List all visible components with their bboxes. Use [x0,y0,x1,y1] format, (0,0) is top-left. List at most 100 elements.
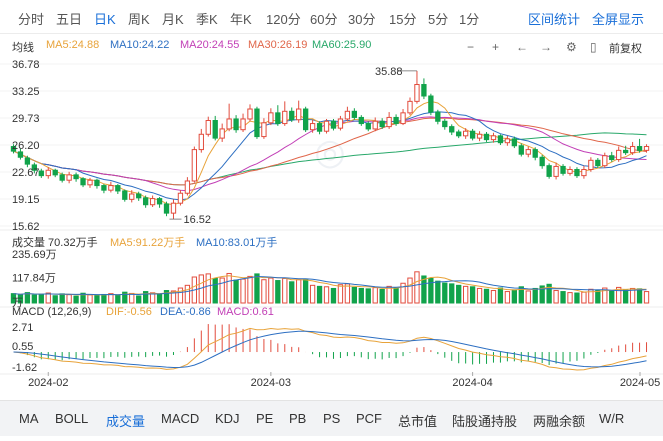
x-axis-label: 2024-05 [620,377,660,389]
volume-bar [407,277,413,304]
volume-bar [24,292,31,304]
candle-body [323,120,330,132]
candle-body [456,131,462,137]
high-price-label: 35.88 [375,66,403,78]
indicator-bar: MA BOLL 成交量 MACD KDJ PE PB PS PCF 总市值 陆股… [0,400,663,436]
period-tab-day[interactable]: 日K [94,12,116,27]
candle-body [115,185,121,192]
left-arrow-icon[interactable]: ← [516,40,528,54]
indicator-ps[interactable]: PS [323,411,341,426]
indicator-kdj[interactable]: KDJ [215,411,240,426]
volume-ma10-line [13,275,647,296]
period-tab-year[interactable]: 年K [230,12,252,27]
candle-body [372,120,378,130]
candle-body [52,169,58,176]
indicator-pcf[interactable]: PCF [356,411,382,426]
candle-body [309,123,316,131]
volume-bar [156,293,163,304]
macd-dif: DIF:-0.56 [106,306,152,318]
x-axis-label: 2024-03 [251,377,291,389]
volume-bar [414,271,420,304]
fuquan-selector[interactable]: 前复权 [609,43,642,55]
period-tab-week[interactable]: 周K [128,12,150,27]
volume-bar [629,287,636,304]
period-tab-month[interactable]: 月K [162,12,184,27]
bookmark-icon[interactable]: ▯ [590,40,597,54]
period-tab-5min[interactable]: 5分 [428,12,449,27]
ma-legend-title: 均线 [12,42,34,54]
volume-bar [45,292,51,304]
macd-legend: MACD (12,26,9) DIF:-0.56 DEA:-0.86 MACD:… [0,306,663,320]
candle-body [226,118,232,130]
candle-body [73,174,79,180]
candle-body [122,190,128,200]
volume-bar [636,288,643,304]
indicator-pe[interactable]: PE [256,411,274,426]
volume-bar [518,286,524,304]
interval-stats-link[interactable]: 区间统计 [528,12,581,27]
kline-chart: ◎ 36.78 33.25 29.73 26.20 22.67 19.15 15.62 235.… [0,59,663,389]
period-tab-wuri[interactable]: 五日 [56,12,83,27]
indicator-hk-connect[interactable]: 陆股通持股 [452,414,518,429]
ma30-value: MA30:26.19 [248,39,308,51]
volume-tick-label: 235.69万 [12,249,57,261]
indicator-boll[interactable]: BOLL [55,411,89,426]
indicator-macd[interactable]: MACD [161,411,200,426]
ma-legend: 均线 MA5:24.88 MA10:24.22 MA20:24.55 MA30:… [0,38,663,54]
candle-body [435,111,441,122]
minus-icon[interactable]: − [467,40,475,54]
candle-body [629,146,636,154]
macd-tick-label: -1.62 [12,362,37,374]
indicator-margin[interactable]: 两融余额 [533,414,586,429]
indicator-pb[interactable]: PB [289,411,307,426]
candle-body [588,159,594,170]
fullscreen-link[interactable]: 全屏显示 [592,12,645,27]
candle-body [101,185,107,191]
volume-bar [435,280,441,304]
volume-bar [351,286,358,304]
ma60-value: MA60:25.90 [312,39,372,51]
right-arrow-icon[interactable]: → [540,40,552,54]
period-tab-60min[interactable]: 60分 [310,12,338,27]
volume-bar [73,295,79,304]
plus-icon[interactable]: + [492,40,500,54]
candle-body [10,146,17,152]
ma10-value: MA10:24.22 [110,39,170,51]
volume-bar [553,290,559,304]
period-tab-1min[interactable]: 1分 [459,12,480,27]
period-tab-quarter[interactable]: 季K [196,12,218,27]
volume-bar [511,289,518,304]
watermark: ◎ [314,132,345,173]
volume-bar [532,287,538,304]
candle-body [595,159,601,167]
candle-body [59,174,65,181]
period-tab-fenshi[interactable]: 分时 [18,12,45,27]
candle-body [602,155,608,167]
price-tick-label: 19.15 [12,194,40,206]
volume-bar [31,294,38,304]
candle-body [170,202,177,214]
volume-bar [101,293,107,304]
period-tab-30min[interactable]: 30分 [348,12,376,27]
candle-body [609,155,615,161]
indicator-volume[interactable]: 成交量 [106,414,146,429]
indicator-market-cap[interactable]: 总市值 [398,414,438,429]
indicator-ma[interactable]: MA [19,411,39,426]
settings-icon[interactable]: ⚙ [566,40,577,54]
volume-bar [386,285,392,304]
candle-body [636,146,643,151]
candle-body [567,168,573,174]
volume-bar [358,287,364,304]
candle-body [156,198,163,205]
volume-bar [282,277,288,304]
volume-bar [616,286,622,304]
candle-body [184,180,191,194]
candle-body [177,192,184,204]
candle-body [414,84,420,102]
volume-bar [316,285,323,304]
indicator-wr[interactable]: W/R [599,411,625,426]
period-tab-120min[interactable]: 120分 [266,12,301,27]
candle-body [129,193,135,200]
period-tab-15min[interactable]: 15分 [389,12,417,27]
candle-body [142,197,149,206]
